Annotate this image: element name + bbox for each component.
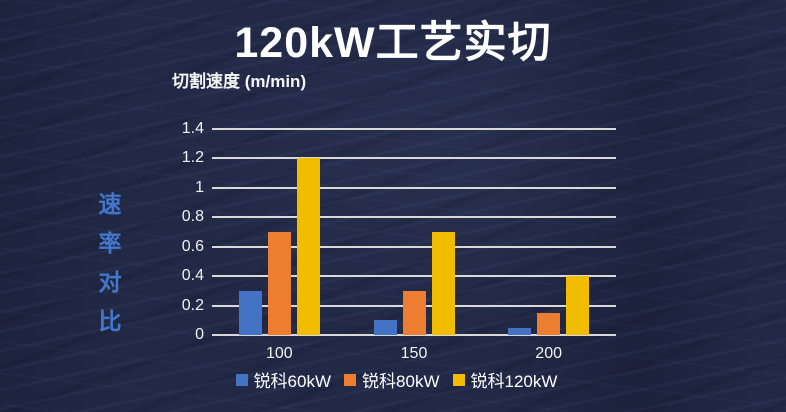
gridline [212,186,616,189]
bar-group-200 [508,276,590,335]
gridline [212,334,616,336]
chart-bar [296,158,320,335]
side-label: 速率对比 [95,192,121,348]
y-tick-label: 0 [195,326,204,343]
legend-swatch-icon [344,373,357,386]
y-tick-label: 0.6 [181,237,204,255]
y-axis-title: 切割速度 (m/min) [172,72,307,91]
legend-item: 锐科60kW [235,367,332,392]
gridline [212,157,616,160]
y-tick-label: 1.2 [181,149,204,167]
chart-bar [537,312,561,335]
y-tick-label: 1 [195,178,204,196]
chart-bar [373,320,397,335]
chart-bar [508,327,532,335]
legend-item: 锐科80kW [344,367,440,392]
chart-bar [402,290,426,335]
slide-title: 120kW工艺实切 [234,19,552,67]
legend-swatch-icon [452,373,465,386]
plot-area: 0 0.2 0.4 0.6 0.8 1 1.2 1.4 100 150 200 [182,120,616,362]
x-tick-label: 150 [400,345,428,362]
chart-bar [238,290,262,335]
legend-item: 锐科120kW [452,367,558,392]
legend-swatch-icon [235,373,248,386]
bar-chart: 0 0.2 0.4 0.6 0.8 1 1.2 1.4 100 150 200 锐科60kW 锐科80… [163,120,630,410]
bar-group-100 [238,158,320,335]
chart-bar [566,276,590,335]
chart-bar [431,232,455,335]
gridline [212,128,616,130]
legend: 锐科60kW 锐科80kW 锐科120kW [163,367,630,392]
y-tick-label: 0.8 [181,208,204,226]
y-tick-label: 0.2 [181,296,204,314]
legend-label: 锐科60kW [253,372,332,391]
legend-label: 锐科80kW [362,372,440,391]
legend-label: 锐科120kW [470,372,558,391]
chart-bar [267,232,291,335]
gridline [212,245,616,248]
x-tick-label: 100 [265,345,293,362]
bar-group-150 [373,232,455,335]
y-tick-label: 0.4 [181,267,204,285]
y-tick-label: 1.4 [181,120,204,137]
gridline [212,216,616,219]
gridline [212,275,616,278]
x-tick-label: 200 [535,345,562,362]
